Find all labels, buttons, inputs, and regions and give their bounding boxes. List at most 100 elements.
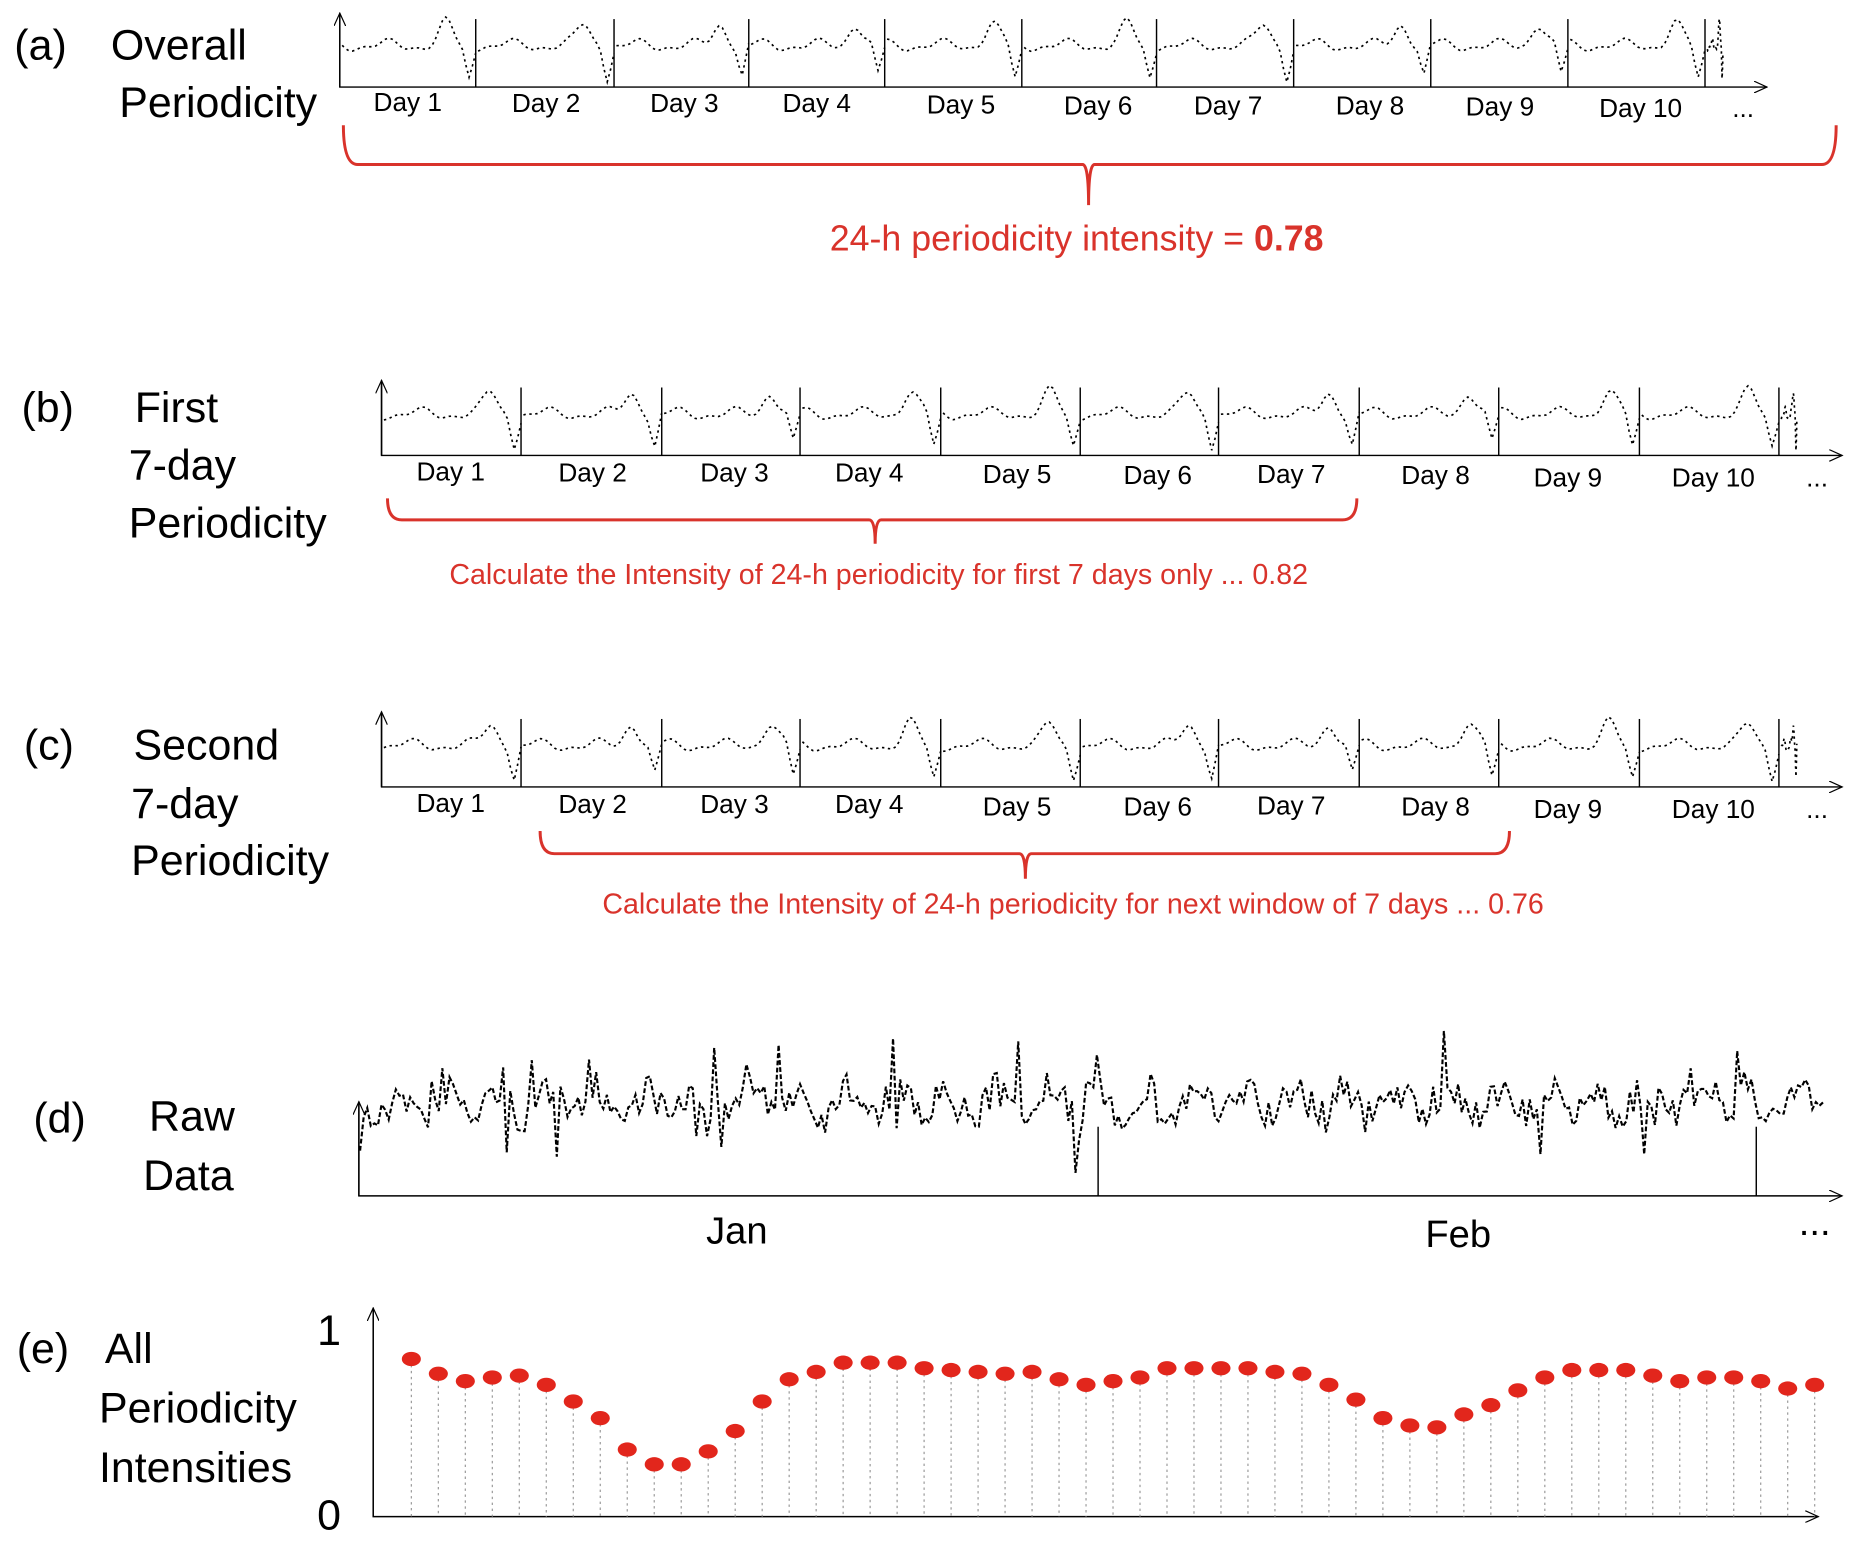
signal: [1361, 396, 1500, 442]
signal: [942, 384, 1082, 449]
day-label: Day 5: [927, 89, 995, 119]
axes: [372, 1309, 1818, 1516]
signal: [1641, 384, 1780, 449]
intensity-dot: [401, 1351, 421, 1367]
day-label: Day 8: [1401, 460, 1470, 490]
intensity-dot: [1508, 1383, 1528, 1398]
month-label: ...: [1799, 1201, 1831, 1244]
annotation-text: 24-h periodicity intensity =: [830, 218, 1254, 258]
intensity-dot: [1616, 1362, 1636, 1378]
intensity-dot: [1022, 1364, 1042, 1380]
intensity-dot: [1670, 1374, 1690, 1389]
day-label: Day 2: [512, 88, 581, 118]
axes: [380, 713, 1843, 787]
signal: [1780, 725, 1798, 777]
panel-title: Overall: [111, 22, 247, 70]
signal: [801, 716, 942, 780]
y-tick-label: 0: [317, 1492, 341, 1540]
signal: [1432, 28, 1569, 75]
day-label: ...: [1806, 462, 1828, 492]
intensity-dot: [1643, 1368, 1663, 1383]
panel-letter: (e): [17, 1325, 69, 1373]
day-label: Day 3: [650, 88, 719, 118]
signal: [1220, 393, 1361, 448]
signal: [1158, 24, 1295, 83]
signal: [523, 393, 663, 450]
intensity-dot: [536, 1377, 556, 1393]
annotation: Calculate the Intensity of 24-h periodic…: [449, 559, 1308, 591]
day-label: ...: [1806, 794, 1828, 824]
intensity-dot: [1076, 1377, 1096, 1393]
signal: [1296, 24, 1432, 77]
panel-title: Periodicity: [129, 500, 327, 548]
day-label: Day 5: [983, 459, 1052, 489]
panel-title: Periodicity: [99, 1384, 297, 1432]
axes: [380, 381, 1843, 456]
intensity-dot: [1724, 1370, 1744, 1385]
day-label: Day 1: [416, 456, 484, 486]
signal: [663, 725, 801, 778]
day-label: Day 10: [1672, 462, 1755, 492]
signal: [477, 23, 615, 86]
intensity-dot: [671, 1457, 691, 1472]
signal: [1023, 16, 1158, 81]
intensity-dot: [860, 1355, 880, 1370]
intensity-dot: [1481, 1398, 1501, 1413]
intensity-dot: [698, 1444, 718, 1459]
signal: [1500, 715, 1641, 780]
panel-letter: (a): [14, 22, 66, 70]
day-label: Day 4: [835, 789, 904, 819]
signal: [1641, 722, 1780, 785]
intensity-dot: [1373, 1410, 1393, 1426]
annotation-value: 0.78: [1254, 218, 1324, 258]
intensity-dot: [995, 1366, 1015, 1381]
intensity-dot: [617, 1442, 637, 1457]
day-label: Day 1: [374, 87, 443, 117]
panel-title: Raw: [149, 1092, 236, 1140]
intensity-dot: [563, 1394, 583, 1409]
day-label: Day 7: [1257, 790, 1326, 820]
day-label: Day 4: [835, 458, 904, 488]
intensity-dot: [1427, 1420, 1447, 1435]
day-label: Day 6: [1064, 90, 1133, 120]
intensity-dot: [1049, 1372, 1069, 1387]
intensity-dot: [941, 1362, 961, 1378]
intensity-dot: [1751, 1374, 1771, 1389]
panel-letter: (b): [21, 384, 73, 432]
intensity-dot: [644, 1457, 664, 1472]
day-label: Day 8: [1401, 792, 1470, 822]
panel-title: Data: [143, 1152, 234, 1200]
day-label: Day 5: [983, 792, 1052, 822]
intensity-dot: [1535, 1370, 1555, 1385]
intensity-dot: [1562, 1362, 1582, 1378]
signal: [383, 724, 522, 784]
signal: [341, 15, 477, 81]
day-label: Day 10: [1672, 794, 1755, 824]
day-label: Day 4: [782, 88, 851, 118]
intensity-dot: [482, 1370, 502, 1385]
panel-title: 7-day: [129, 441, 237, 489]
intensity-dot: [1346, 1392, 1366, 1407]
month-label: Jan: [706, 1210, 768, 1253]
panel-title: First: [135, 384, 218, 432]
day-label: Day 3: [700, 789, 769, 819]
intensity-dot: [1454, 1407, 1474, 1422]
intensity-dot: [806, 1364, 826, 1380]
panel-title: 7-day: [131, 780, 239, 828]
intensity-dot: [1184, 1361, 1204, 1376]
day-label: Day 6: [1123, 460, 1192, 490]
day-label: Day 1: [416, 788, 484, 818]
day-label: Day 2: [558, 458, 627, 488]
signal: [802, 391, 942, 448]
signal: [1220, 726, 1361, 773]
intensity-dot: [1238, 1361, 1258, 1376]
panel-title: Periodicity: [131, 837, 329, 885]
intensity-dot: [509, 1368, 529, 1383]
intensity-dot: [968, 1364, 988, 1380]
y-tick-label: 1: [317, 1307, 341, 1355]
brace: [538, 831, 1511, 879]
day-label: Day 3: [700, 458, 769, 488]
intensity-dot: [455, 1374, 475, 1389]
annotation: 24-h periodicity intensity = 0.78: [830, 218, 1324, 258]
signal: [1706, 18, 1724, 79]
